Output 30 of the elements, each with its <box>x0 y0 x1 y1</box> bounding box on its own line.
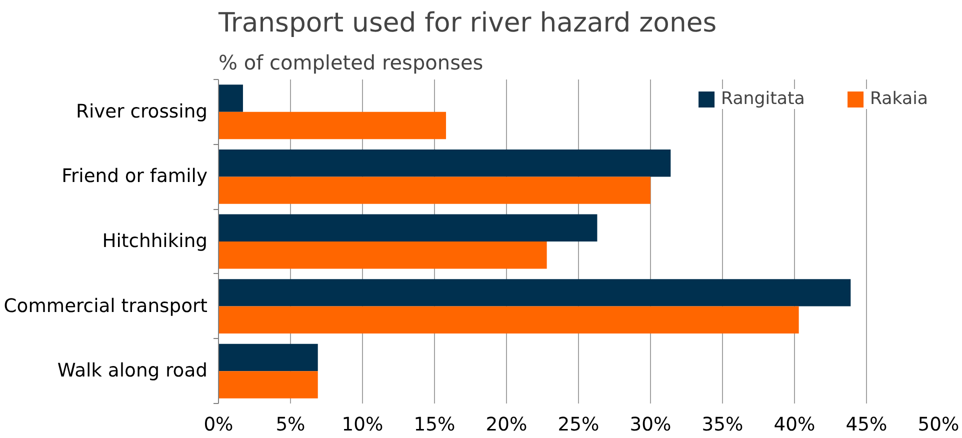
x-tick-label: 25% <box>558 414 600 436</box>
y-tick-label: Commercial transport <box>4 296 208 317</box>
bar <box>218 84 243 112</box>
chart-title: Transport used for river hazard zones <box>218 8 717 38</box>
x-tick-label: 40% <box>774 414 816 436</box>
x-tick-label: 45% <box>846 414 888 436</box>
x-tick-label: 20% <box>486 414 528 436</box>
x-tick-label: 5% <box>276 414 306 436</box>
x-tick-label: 30% <box>630 414 672 436</box>
x-tick-label: 10% <box>342 414 384 436</box>
x-tick-label: 35% <box>702 414 744 436</box>
bar <box>218 279 851 306</box>
chart-subtitle: % of completed responses <box>218 50 484 74</box>
y-tick-label: Friend or family <box>62 166 208 188</box>
bar <box>218 344 318 372</box>
legend-label: Rangitata <box>721 89 805 109</box>
bar <box>218 112 446 140</box>
bar <box>218 306 799 334</box>
bar <box>218 176 650 204</box>
legend-label: Rakaia <box>870 89 928 109</box>
y-tick-label: Walk along road <box>57 360 208 382</box>
bar <box>218 149 671 177</box>
bar <box>218 242 547 269</box>
y-tick-label: Hitchhiking <box>102 231 208 252</box>
x-tick-label: 0% <box>204 414 234 436</box>
bar <box>218 371 318 398</box>
bar <box>218 214 598 242</box>
x-tick-label: 15% <box>414 414 456 436</box>
x-tick-label: 50% <box>918 414 960 436</box>
y-tick-label: River crossing <box>76 101 208 122</box>
